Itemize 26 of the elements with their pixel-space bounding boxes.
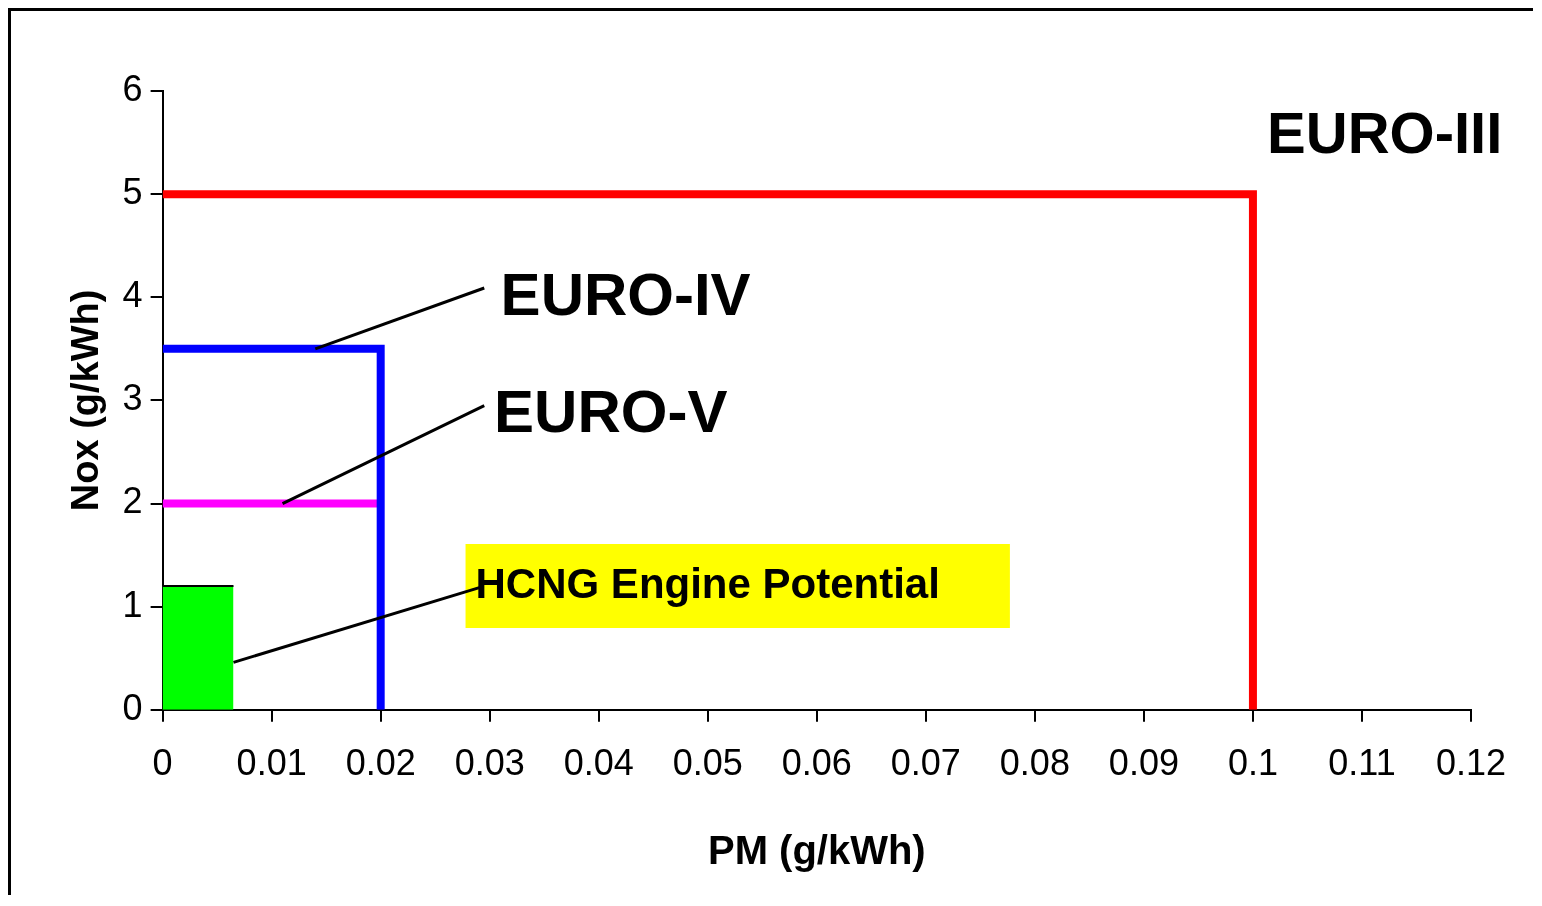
x-tick-label: 0 — [152, 742, 173, 784]
y-tick-label: 0 — [122, 686, 143, 728]
y-axis-title: Nox (g/kWh) — [64, 289, 107, 512]
y-tick-label: 4 — [122, 274, 143, 316]
annotation: EURO-V — [494, 378, 728, 446]
x-tick-label: 0.09 — [1108, 742, 1179, 784]
y-tick-label: 5 — [122, 171, 143, 213]
annotation: HCNG Engine Potential — [475, 559, 940, 607]
x-tick-label: 0.02 — [345, 742, 416, 784]
x-axis-title: PM (g/kWh) — [707, 828, 926, 873]
y-tick-label: 6 — [122, 67, 143, 109]
x-tick-label: 0.12 — [1435, 742, 1507, 784]
x-tick-label: 0.01 — [236, 742, 307, 784]
y-tick-label: 3 — [122, 377, 143, 419]
x-tick-label: 0.06 — [781, 742, 852, 784]
annotation: EURO-IV — [500, 260, 751, 328]
annotation: EURO-III — [1267, 100, 1503, 166]
y-tick-label: 1 — [122, 583, 143, 625]
x-tick-label: 0.11 — [1328, 742, 1396, 784]
x-tick-label: 0.03 — [454, 742, 525, 784]
x-tick-label: 0.08 — [999, 742, 1070, 784]
x-tick-label: 0.1 — [1227, 742, 1278, 784]
x-tick-label: 0.07 — [890, 742, 961, 784]
x-tick-label: 0.05 — [672, 742, 743, 784]
y-tick-label: 2 — [122, 480, 143, 522]
x-tick-label: 0.04 — [563, 742, 634, 784]
